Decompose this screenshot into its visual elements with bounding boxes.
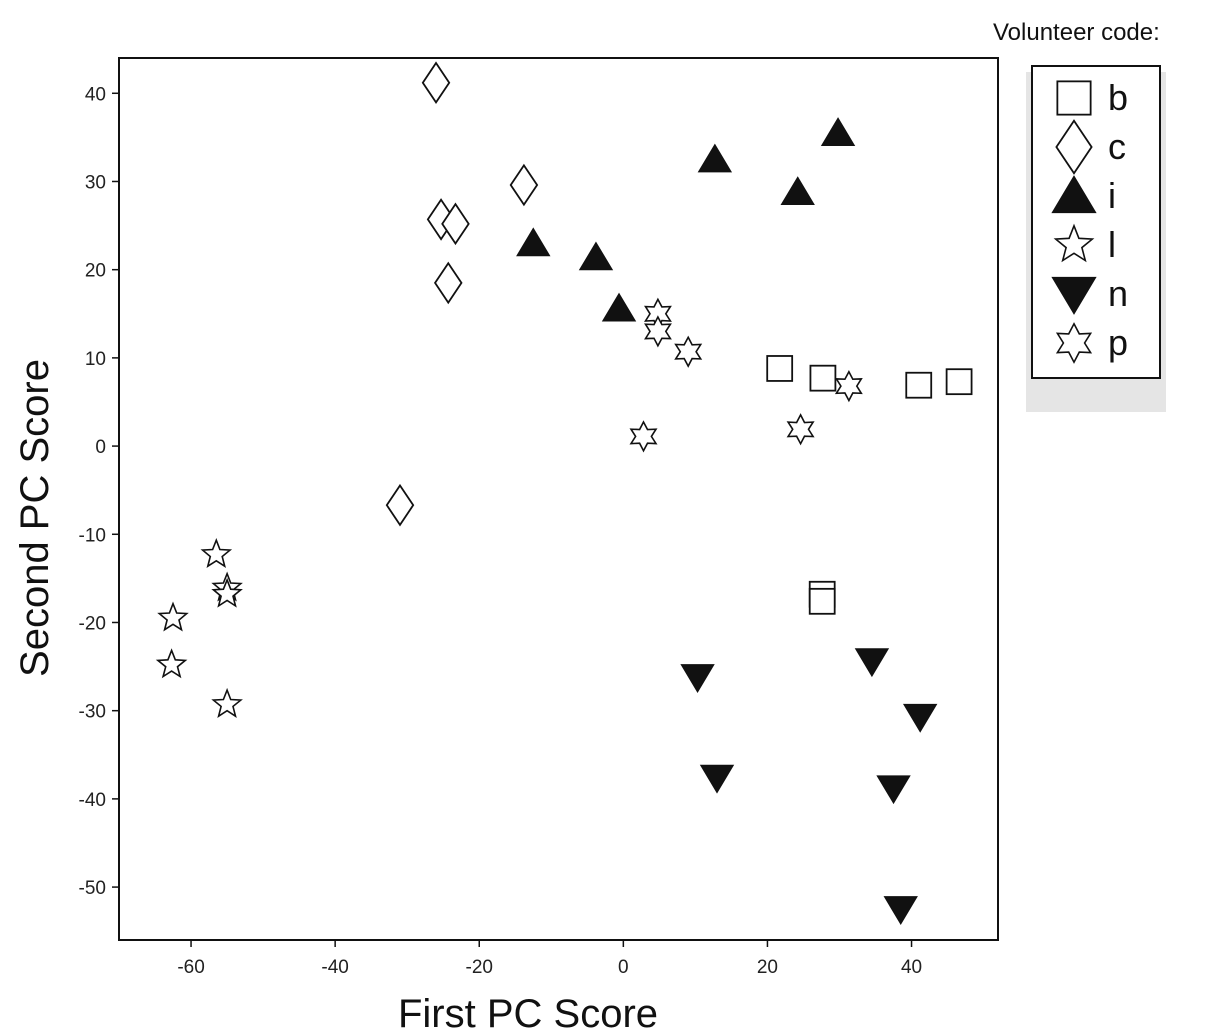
point-i [516, 227, 551, 257]
y-tick-label: -30 [79, 702, 106, 723]
point-b [945, 368, 973, 396]
y-tick-label: -10 [79, 525, 106, 546]
legend-label-p: p [1108, 322, 1128, 363]
point-c [441, 202, 470, 246]
point-b [808, 587, 836, 615]
point-p [674, 335, 703, 368]
x-tick-label: 20 [757, 957, 778, 978]
point-b [766, 355, 794, 382]
legend-label-b: b [1108, 77, 1128, 118]
y-tick-label: 40 [85, 84, 106, 105]
legend-box [1031, 65, 1161, 379]
point-l [155, 648, 188, 679]
point-c [421, 61, 451, 104]
data-points [155, 61, 973, 925]
point-n [680, 664, 715, 694]
y-tick-label: 0 [95, 437, 106, 458]
legend-label-n: n [1108, 273, 1128, 314]
y-tick-label: -20 [79, 613, 106, 634]
legend-label-c: c [1108, 126, 1126, 167]
point-n [854, 648, 890, 678]
legend-marker-i [1051, 175, 1097, 214]
point-n [883, 896, 918, 925]
point-b [905, 371, 933, 399]
x-tick-label: -40 [321, 957, 348, 978]
point-l [211, 577, 243, 608]
y-tick-label: 10 [85, 349, 106, 370]
point-p [629, 420, 658, 453]
y-tick-label: 30 [85, 172, 106, 193]
point-c [433, 261, 463, 305]
point-i [601, 292, 637, 322]
point-i [820, 117, 856, 146]
y-tick-label: 20 [85, 261, 106, 282]
point-p [644, 315, 672, 348]
point-p [834, 369, 863, 403]
point-p [786, 413, 815, 446]
point-n [902, 703, 938, 733]
y-axis-title: Second PC Score [13, 359, 57, 677]
legend-label-l: l [1108, 224, 1116, 265]
x-axis: -60 -40 -20 0 20 40 [177, 940, 922, 978]
point-c [385, 483, 415, 527]
point-n [876, 775, 911, 805]
y-axis: 40 30 20 10 0 -10 -20 -30 -40 -50 [79, 84, 119, 899]
legend-marker-b [1056, 80, 1092, 116]
x-axis-title: First PC Score [398, 992, 658, 1032]
legend-marker-c [1055, 119, 1093, 175]
point-i [780, 176, 815, 206]
point-l [157, 601, 189, 632]
legend-marker-n [1051, 276, 1097, 315]
point-i [578, 241, 614, 271]
plot-area [118, 57, 999, 941]
x-tick-label: 40 [901, 957, 922, 978]
point-b [809, 364, 837, 392]
y-tick-label: -50 [79, 878, 106, 899]
point-l [211, 687, 243, 718]
legend-marker-p [1055, 322, 1093, 364]
legend-marker-l [1053, 223, 1095, 263]
y-tick-label: -40 [79, 790, 106, 811]
point-c [509, 163, 539, 207]
x-tick-label: -60 [177, 957, 204, 978]
point-l [200, 538, 233, 568]
legend-title: Volunteer code: [993, 19, 1160, 46]
x-tick-label: 0 [618, 957, 629, 978]
x-tick-label: -20 [466, 957, 493, 978]
point-i [697, 143, 733, 173]
point-n [699, 764, 735, 794]
legend-label-i: i [1108, 175, 1116, 216]
